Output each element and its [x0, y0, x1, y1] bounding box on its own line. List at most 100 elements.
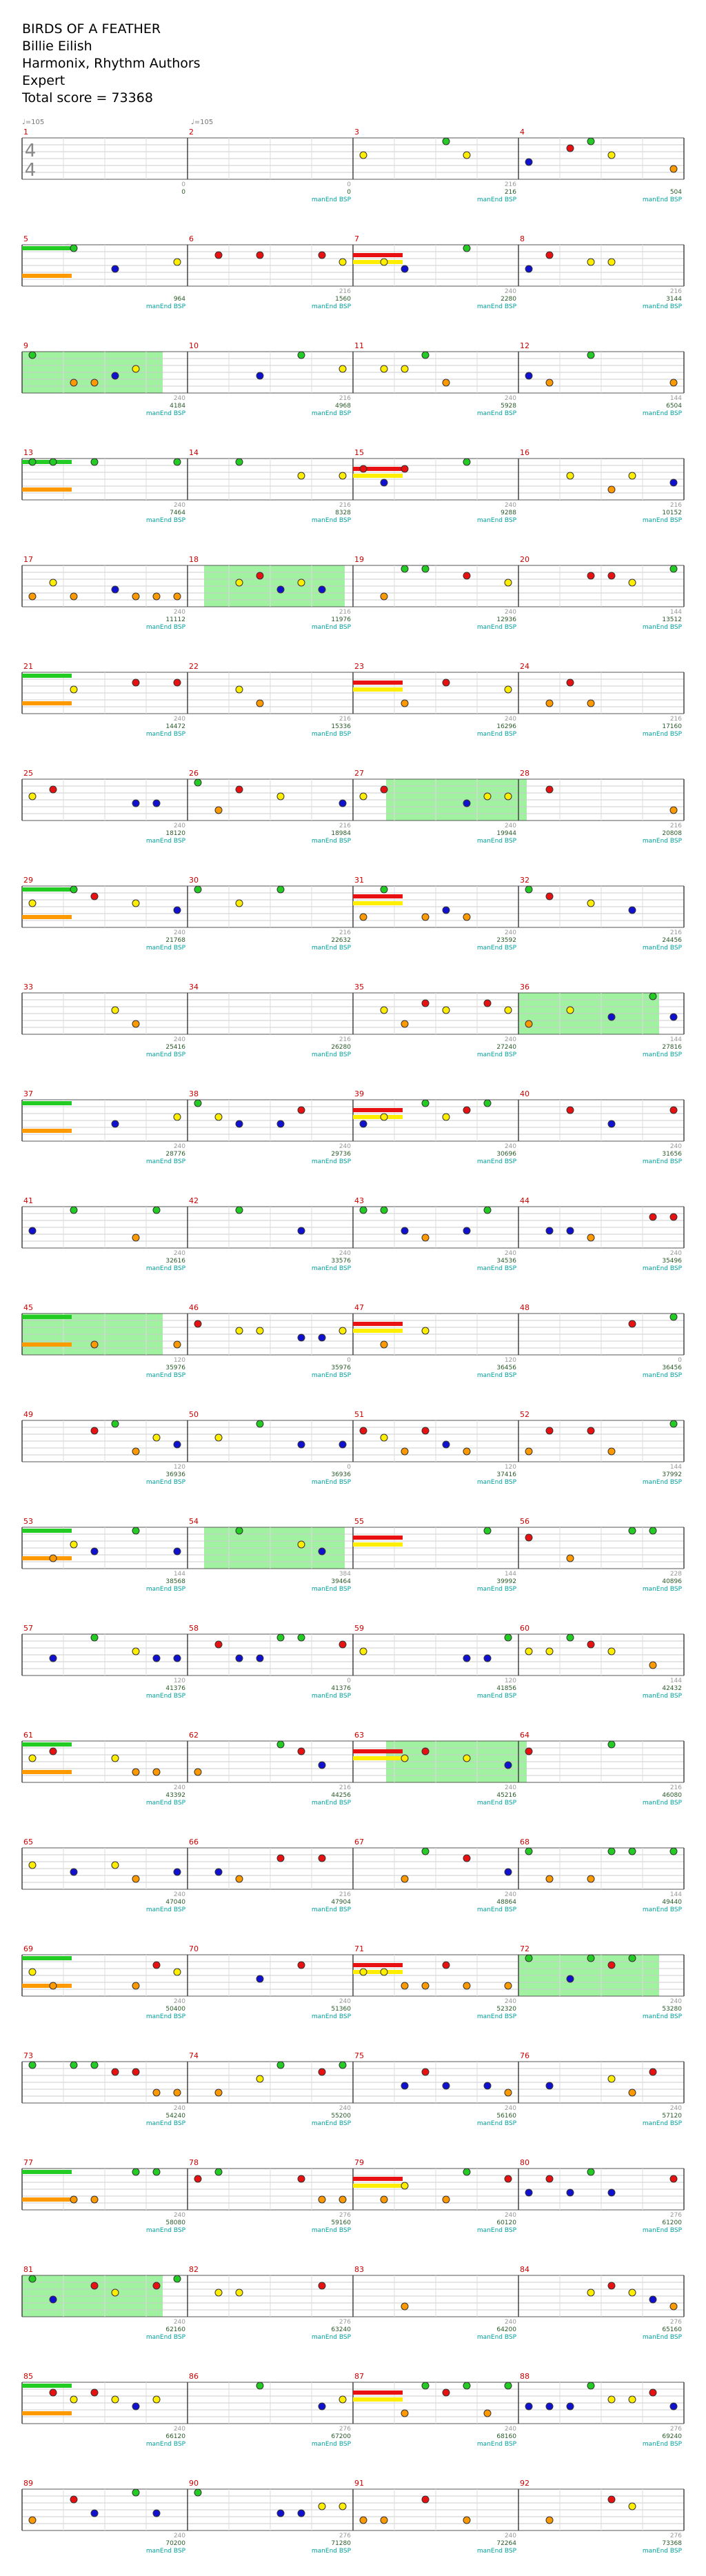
cumulative-score: 59160 — [331, 2220, 351, 2226]
cumulative-score: 3144 — [666, 296, 682, 303]
note — [339, 1327, 347, 1335]
measure-number: 10 — [189, 341, 199, 350]
note — [607, 2495, 616, 2504]
tick-score: 0 — [347, 1678, 351, 1684]
note — [28, 1861, 37, 1869]
measure-number: 76 — [520, 2051, 530, 2060]
phrase-label: manEnd BSP — [477, 2013, 517, 2020]
measure-number: 32 — [520, 876, 530, 885]
note — [70, 685, 78, 694]
note — [587, 1875, 595, 1883]
note — [28, 351, 37, 359]
phrase-label: manEnd BSP — [146, 2548, 186, 2555]
note — [49, 1747, 57, 1755]
note — [380, 1006, 388, 1014]
phrase-label: manEnd BSP — [312, 1265, 352, 1272]
cumulative-score: 43392 — [165, 1792, 185, 1799]
note — [442, 1006, 450, 1014]
measure-number: 51 — [354, 1410, 364, 1419]
tick-score: 240 — [505, 2533, 516, 2539]
measure-number: 18 — [189, 555, 199, 564]
note — [566, 2402, 574, 2411]
note — [463, 913, 471, 921]
note — [152, 2509, 161, 2517]
cumulative-score: 8328 — [335, 510, 351, 516]
note — [463, 458, 471, 466]
note — [297, 351, 305, 359]
note — [669, 1213, 678, 1221]
measure-number: 75 — [354, 2051, 364, 2060]
note — [49, 578, 57, 587]
tick-score: 240 — [174, 1891, 185, 1898]
note — [318, 2068, 326, 2076]
note — [173, 1340, 181, 1349]
note — [545, 2516, 554, 2524]
note — [504, 578, 512, 587]
cumulative-score: 28776 — [165, 1151, 185, 1158]
note — [401, 565, 409, 573]
phrase-label: manEnd BSP — [477, 945, 517, 952]
tick-score: 240 — [505, 823, 516, 829]
cumulative-score: 30696 — [496, 1151, 516, 1158]
tick-score: 240 — [505, 502, 516, 509]
note — [463, 1982, 471, 1990]
cumulative-score: 69240 — [662, 2433, 682, 2440]
measure-number: 59 — [354, 1624, 364, 1633]
note — [525, 885, 533, 894]
note — [194, 1768, 202, 1776]
measure-number: 8 — [520, 234, 525, 243]
note — [463, 1227, 471, 1235]
cumulative-score: 15336 — [331, 723, 351, 730]
note — [28, 2061, 37, 2069]
note — [442, 1961, 450, 1969]
note — [173, 2089, 181, 2097]
cumulative-score: 39464 — [331, 1578, 351, 1585]
note — [669, 1313, 678, 1321]
note — [49, 1554, 57, 1562]
note — [483, 1654, 492, 1662]
measure-number: 6 — [189, 234, 194, 243]
tick-score: 240 — [505, 1998, 516, 2005]
phrase-label: manEnd BSP — [146, 1051, 186, 1058]
note — [401, 1875, 409, 1883]
measure-number: 2 — [189, 128, 194, 137]
note — [628, 578, 636, 587]
note — [256, 1654, 264, 1662]
measure-number: 34 — [189, 983, 199, 992]
note — [421, 1982, 430, 1990]
note — [90, 1340, 99, 1349]
note — [421, 1847, 430, 1855]
measure-number: 20 — [520, 555, 530, 564]
measure-number: 77 — [23, 2158, 33, 2167]
note — [111, 1420, 119, 1428]
tick-score: 240 — [174, 1250, 185, 1257]
note — [607, 572, 616, 580]
measure-number: 13 — [23, 448, 33, 457]
note — [628, 2288, 636, 2297]
note — [318, 251, 326, 259]
note — [194, 778, 202, 787]
tick-score: 216 — [339, 288, 351, 295]
note — [318, 1854, 326, 1862]
phrase-label: manEnd BSP — [477, 1693, 517, 1700]
note — [70, 885, 78, 894]
phrase-label: manEnd BSP — [146, 1158, 186, 1165]
note — [339, 258, 347, 266]
cumulative-score: 22632 — [331, 937, 351, 944]
phrase-label: manEnd BSP — [312, 1800, 352, 1807]
cumulative-score: 20808 — [662, 830, 682, 837]
phrase-label: manEnd BSP — [643, 2441, 683, 2448]
cumulative-score: 46080 — [662, 1792, 682, 1799]
note — [566, 1975, 574, 1983]
note — [276, 1740, 285, 1749]
note — [669, 2402, 678, 2411]
tick-score: 240 — [670, 2105, 682, 2112]
note — [132, 1234, 140, 1242]
measure-number: 5 — [23, 234, 28, 243]
note — [318, 2282, 326, 2290]
cumulative-score: 504 — [670, 189, 682, 196]
note — [669, 1847, 678, 1855]
phrase-label: manEnd BSP — [312, 1586, 352, 1593]
note — [70, 2195, 78, 2204]
note — [525, 158, 533, 166]
